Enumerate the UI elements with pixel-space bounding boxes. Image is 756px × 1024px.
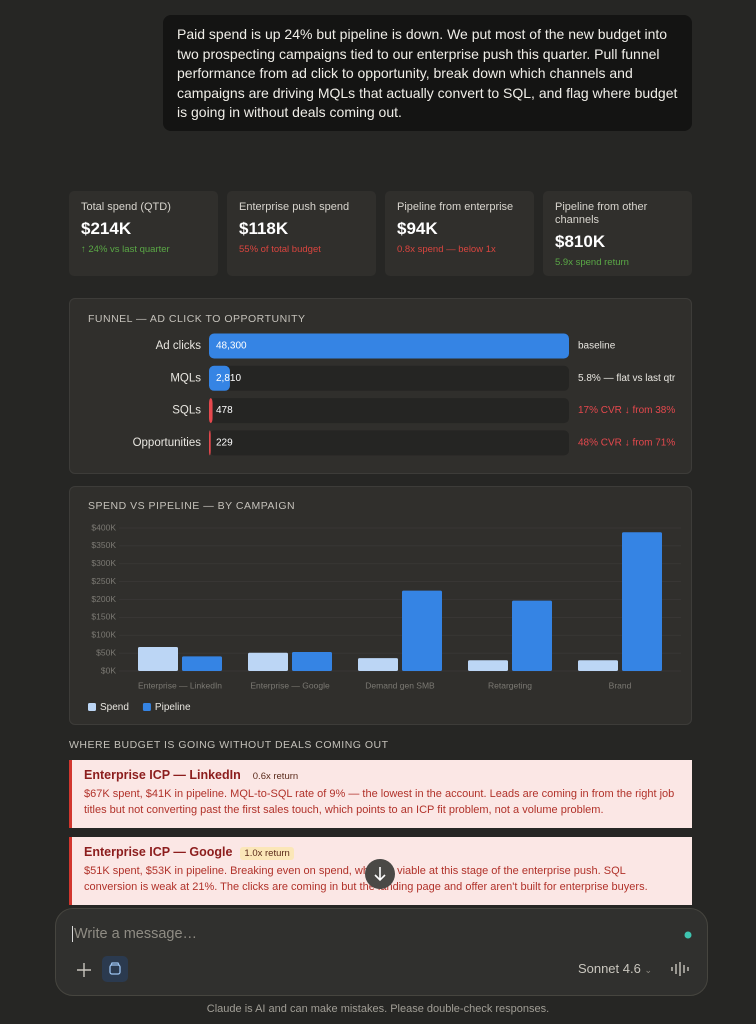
value-label: 478 xyxy=(216,405,233,416)
y-tick-label: $350K xyxy=(91,540,116,550)
legend-swatch xyxy=(88,703,96,711)
kpi-label: Pipeline from other channels xyxy=(555,201,648,226)
bar xyxy=(512,600,552,671)
bar xyxy=(182,656,222,671)
stage-label: Ad clicks xyxy=(156,340,202,352)
y-tick-label: $50K xyxy=(96,647,116,657)
annotation: 17% CVR ↓ from 38% xyxy=(578,405,675,416)
flag-badge: 0.6x return xyxy=(252,771,299,782)
y-tick-label: $0K xyxy=(101,665,116,675)
kpi-value: $214K xyxy=(81,219,132,238)
y-tick-label: $400K xyxy=(91,522,116,532)
funnel-card: FUNNEL — AD CLICK TO OPPORTUNITY Ad click… xyxy=(69,298,692,474)
status-dot xyxy=(684,931,692,939)
campaign-card: SPEND VS PIPELINE — BY CAMPAIGN $0K $50K $1… xyxy=(69,486,692,725)
chart-title: SPEND VS PIPELINE — BY CAMPAIGN xyxy=(88,500,295,512)
funnel-chart: FUNNEL — AD CLICK TO OPPORTUNITY Ad click… xyxy=(88,313,676,456)
user-message: Paid spend is up 24% but pipeline is dow… xyxy=(163,15,692,131)
bar-track xyxy=(209,430,569,456)
message-input[interactable]: Write a message… xyxy=(72,926,198,942)
kpi-card: Pipeline from other channels $810K 5.9x sp… xyxy=(543,191,692,276)
bar xyxy=(468,660,508,671)
flag-title: Enterprise ICP — Google 1.0x return xyxy=(84,845,680,860)
kpi-card: Pipeline from enterprise $94K 0.8x spend —… xyxy=(385,191,534,276)
kpi-value: $118K xyxy=(239,219,289,238)
stage-label: SQLs xyxy=(172,405,201,417)
annotation: 5.8% — flat vs last qtr xyxy=(578,373,676,384)
flag-body: $51K spent, $53K in pipeline. Breaking e… xyxy=(84,865,648,893)
bar xyxy=(138,647,178,671)
bar xyxy=(209,365,230,391)
chart-title: FUNNEL — AD CLICK TO OPPORTUNITY xyxy=(88,313,305,325)
y-tick-label: $300K xyxy=(91,558,116,568)
stage-label: MQLs xyxy=(170,372,201,384)
y-tick-label: $100K xyxy=(91,630,116,640)
bar xyxy=(209,430,211,456)
kpi-card: Enterprise push spend $118K 55% of total b… xyxy=(227,191,376,276)
scroll-down-button[interactable] xyxy=(365,859,395,889)
flag-title: Enterprise ICP — LinkedIn 0.6x return xyxy=(84,768,680,782)
stage-label: Opportunities xyxy=(133,437,202,449)
kpi-card: Total spend (QTD) $214K ↑ 24% vs last quar… xyxy=(69,191,218,276)
value-label: 2,810 xyxy=(216,373,241,384)
bar xyxy=(402,590,442,671)
flag-title-text: Enterprise ICP — LinkedIn xyxy=(84,768,241,782)
bar xyxy=(248,652,288,671)
bar xyxy=(209,333,569,359)
bar xyxy=(578,660,618,671)
bar xyxy=(358,658,398,671)
bar-track xyxy=(209,365,569,391)
add-button[interactable] xyxy=(76,962,92,978)
flag-title-text: Enterprise ICP — Google xyxy=(84,845,233,859)
model-selector[interactable]: Sonnet 4.6 ⌄ xyxy=(577,961,652,976)
flag-badge: 1.0x return xyxy=(240,847,294,860)
legend-label: Pipeline xyxy=(155,702,191,713)
annotation: baseline xyxy=(578,341,616,352)
y-tick-label: $250K xyxy=(91,576,116,586)
x-tick-label: Brand xyxy=(609,680,632,690)
x-tick-label: Enterprise — Google xyxy=(250,680,330,690)
bar-track xyxy=(209,398,569,424)
bar xyxy=(622,532,662,671)
annotation: 48% CVR ↓ from 71% xyxy=(578,438,675,449)
y-tick-label: $150K xyxy=(91,612,116,622)
x-tick-label: Demand gen SMB xyxy=(365,680,435,690)
x-tick-label: Enterprise — LinkedIn xyxy=(138,680,222,690)
tools-button[interactable] xyxy=(102,956,128,982)
x-tick-label: Retargeting xyxy=(488,680,532,690)
kpi-value: $94K xyxy=(397,219,438,238)
legend-swatch xyxy=(142,703,151,711)
value-label: 48,300 xyxy=(216,341,247,352)
voice-button[interactable] xyxy=(670,961,692,977)
legend-label: Spend xyxy=(100,702,129,713)
kpi-note: ↑ 24% vs last quarter xyxy=(81,244,170,255)
kpi-label: Pipeline from enterprise xyxy=(397,201,514,213)
kpi-note: 0.8x spend — below 1x xyxy=(397,244,496,255)
flag-card: Enterprise ICP — LinkedIn 0.6x return $67K… xyxy=(69,760,692,828)
kpi-value: $810K xyxy=(555,232,606,251)
section-heading: WHERE BUDGET IS GOING WITHOUT DEALS COMI… xyxy=(69,739,389,751)
disclaimer: Claude is AI and can make mistakes. Plea… xyxy=(206,1003,550,1015)
flag-body: $67K spent, $41K in pipeline. MQL-to-SQL… xyxy=(84,788,675,816)
kpi-label: Enterprise push spend xyxy=(239,201,350,213)
kpi-label: Total spend (QTD) xyxy=(81,201,171,213)
campaign-chart: SPEND VS PIPELINE — BY CAMPAIGN $0K $50K $1… xyxy=(88,500,681,713)
bar xyxy=(209,398,213,424)
kpi-note: 55% of total budget xyxy=(239,244,321,255)
model-name: Sonnet 4.6 xyxy=(577,961,641,976)
y-tick-label: $200K xyxy=(91,594,116,604)
value-label: 229 xyxy=(216,438,233,449)
bar xyxy=(292,652,332,671)
kpi-note: 5.9x spend return xyxy=(555,257,629,268)
composer xyxy=(55,908,708,996)
